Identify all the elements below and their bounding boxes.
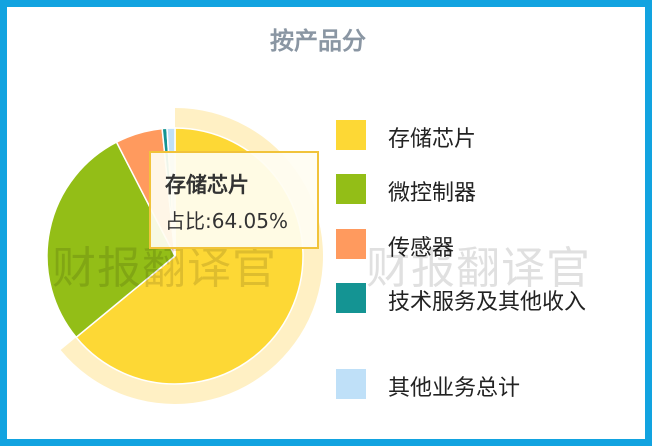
legend-item-storage-chips[interactable]: 存储芯片	[336, 120, 636, 152]
legend-item-microcontrollers[interactable]: 微控制器	[336, 174, 636, 206]
legend-swatch	[336, 174, 366, 204]
legend-label: 技术服务及其他收入	[388, 290, 587, 315]
legend-item-sensors[interactable]: 传感器	[336, 229, 636, 261]
legend-label: 微控制器	[388, 181, 477, 206]
slice-microcontrollers[interactable]	[46, 141, 176, 339]
chart-title: 按产品分	[270, 27, 366, 55]
tooltip-series-name: 存储芯片	[165, 173, 249, 197]
legend-label: 存储芯片	[388, 127, 477, 152]
legend-label: 传感器	[388, 236, 455, 261]
legend-item-other-business[interactable]: 其他业务总计	[336, 369, 636, 401]
tooltip-value: 占比:64.05%	[165, 209, 288, 233]
tooltip: 存储芯片 占比:64.05%	[149, 151, 319, 249]
legend-swatch	[336, 283, 366, 313]
legend-label: 其他业务总计	[388, 376, 521, 401]
legend-swatch	[336, 229, 366, 259]
legend-swatch	[336, 120, 366, 150]
legend-swatch	[336, 369, 366, 399]
legend-item-tech-services[interactable]: 技术服务及其他收入	[336, 283, 636, 315]
